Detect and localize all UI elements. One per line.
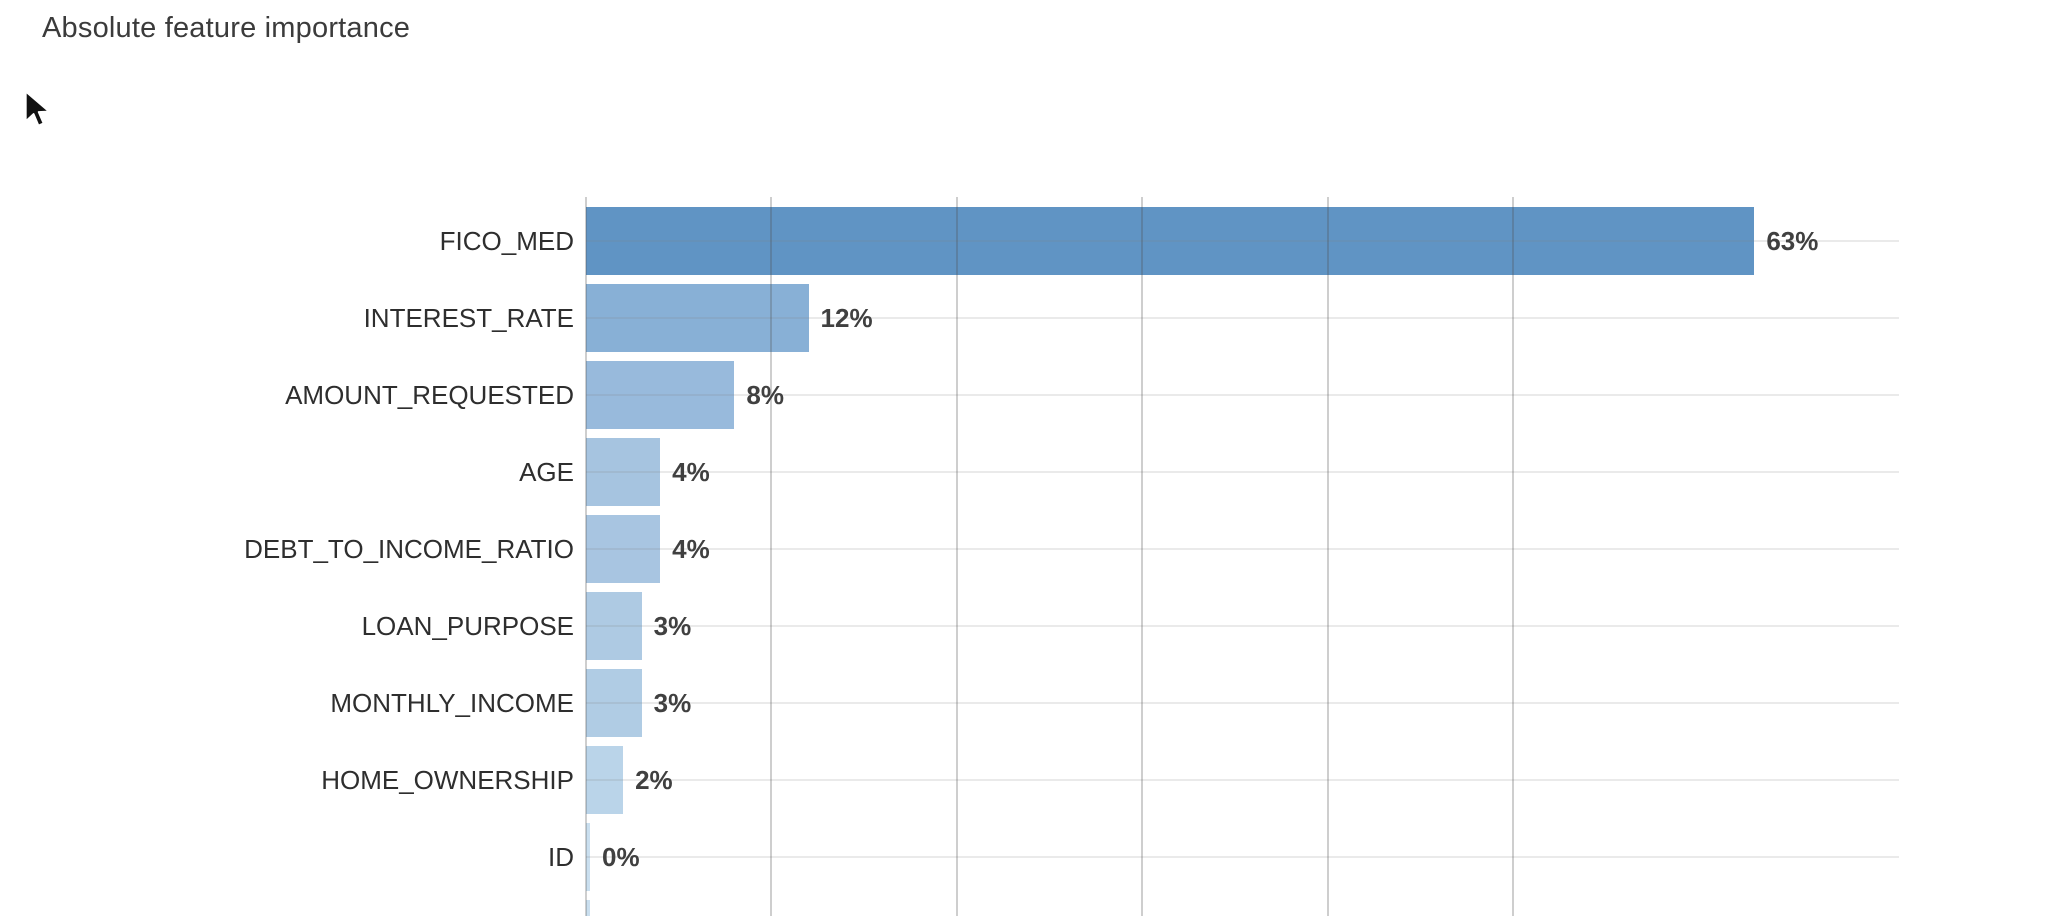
- horizontal-gridline: [586, 471, 1899, 473]
- vertical-gridline: [1326, 197, 1329, 916]
- value-label-age: 4%: [672, 457, 710, 487]
- horizontal-gridline: [586, 240, 1899, 242]
- bar-loan_purpose[interactable]: [586, 592, 642, 660]
- category-label-amount_requested: AMOUNT_REQUESTED: [285, 380, 574, 410]
- bar-age[interactable]: [586, 438, 661, 506]
- value-label-loan_purpose: 3%: [653, 611, 692, 641]
- category-label-monthly_income: MONTHLY_INCOME: [330, 688, 574, 718]
- vertical-gridline: [955, 197, 958, 916]
- vertical-gridline: [770, 197, 773, 916]
- horizontal-gridline: [586, 856, 1899, 858]
- bar-fico_med[interactable]: [586, 207, 1755, 275]
- category-label-loan_purpose: LOAN_PURPOSE: [361, 611, 574, 641]
- horizontal-gridline: [586, 394, 1899, 396]
- horizontal-gridline: [586, 317, 1899, 319]
- bar-home_ownership[interactable]: [586, 746, 624, 814]
- category-label-interest_rate: INTEREST_RATE: [363, 303, 574, 333]
- category-label-home_ownership: HOME_OWNERSHIP: [321, 765, 574, 795]
- bar-interest_rate[interactable]: [586, 284, 809, 352]
- category-label-id: ID: [548, 842, 574, 872]
- vertical-gridline: [1512, 197, 1515, 916]
- value-label-amount_requested: 8%: [746, 380, 784, 410]
- horizontal-gridline: [586, 625, 1899, 627]
- clipped-bottom-bar[interactable]: [586, 900, 590, 916]
- bar-amount_requested[interactable]: [586, 361, 735, 429]
- bar-monthly_income[interactable]: [586, 669, 642, 737]
- vertical-gridline: [1141, 197, 1144, 916]
- bar-debt_to_income_ratio[interactable]: [586, 515, 661, 583]
- horizontal-gridline: [586, 779, 1899, 781]
- category-label-age: AGE: [519, 457, 574, 487]
- horizontal-gridline: [586, 702, 1899, 704]
- chart-title: Absolute feature importance: [42, 12, 411, 44]
- x-axis-line: [585, 197, 587, 916]
- value-label-fico_med: 63%: [1766, 226, 1819, 256]
- horizontal-gridline: [586, 548, 1899, 550]
- value-label-interest_rate: 12%: [820, 303, 873, 333]
- value-label-id: 0%: [602, 842, 640, 872]
- bar-id[interactable]: [586, 823, 590, 891]
- category-label-debt_to_income_ratio: DEBT_TO_INCOME_RATIO: [244, 534, 574, 564]
- value-label-debt_to_income_ratio: 4%: [672, 534, 710, 564]
- category-label-fico_med: FICO_MED: [439, 226, 574, 256]
- value-label-home_ownership: 2%: [635, 765, 673, 795]
- value-label-monthly_income: 3%: [653, 688, 692, 718]
- mouse-cursor-icon: [24, 90, 51, 127]
